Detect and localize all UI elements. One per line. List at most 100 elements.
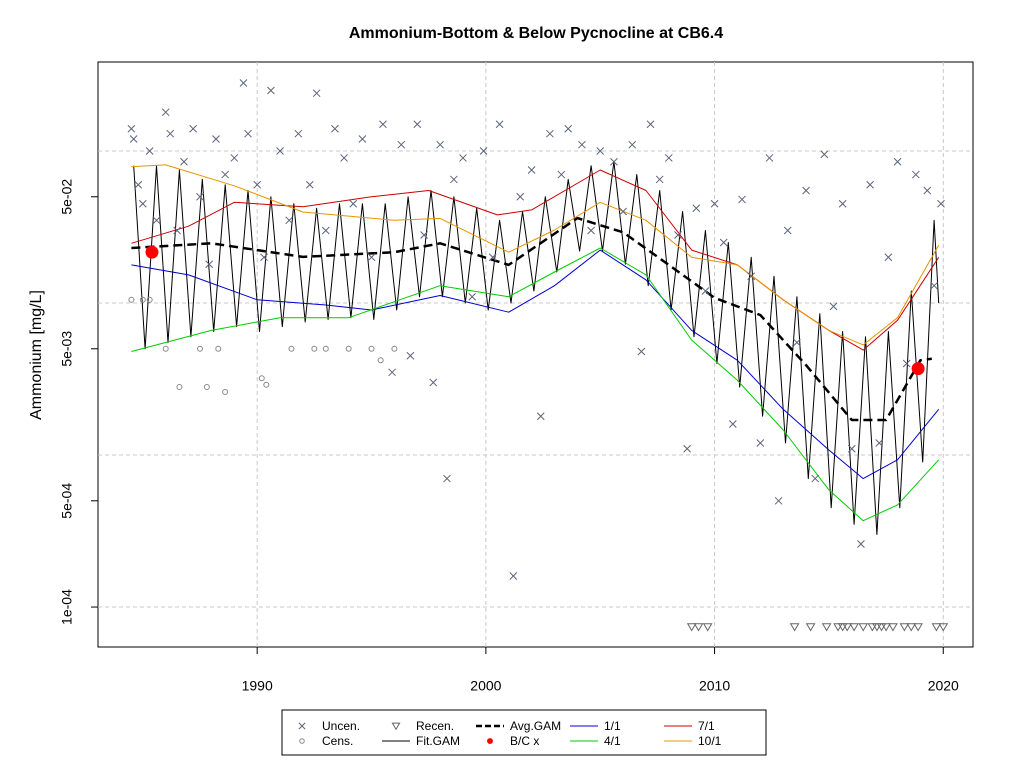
recensored-point (686, 623, 697, 632)
uncensored-point (811, 474, 820, 483)
uncensored-point (429, 378, 438, 387)
recensored-point (789, 623, 800, 632)
plot-frame (97, 61, 974, 648)
uncensored-point (276, 147, 284, 155)
uncensored-point (321, 226, 330, 235)
series-line (131, 247, 940, 522)
uncensored-point (509, 572, 518, 580)
uncensored-point (596, 147, 605, 155)
censored-point (139, 296, 146, 303)
uncensored-point (619, 207, 627, 216)
uncensored-point (436, 140, 444, 149)
recensored-point (702, 623, 713, 632)
legend-label: 10/1 (698, 734, 722, 748)
uncensored-point (719, 238, 728, 247)
uncensored-point (134, 180, 143, 189)
uncensored-point (267, 86, 275, 95)
uncensored-point (331, 124, 339, 133)
y-tick-label: 5e-03 (59, 331, 75, 367)
legend-label: Uncen. (322, 719, 360, 733)
legend-label: 4/1 (604, 734, 621, 748)
uncensored-point (646, 120, 655, 129)
uncensored-point (298, 722, 306, 730)
uncensored-point (875, 439, 884, 447)
uncensored-point (260, 253, 268, 262)
uncensored-point (166, 129, 175, 138)
uncensored-point (930, 281, 938, 290)
uncensored-point (738, 195, 746, 204)
uncensored-point (358, 135, 367, 143)
uncensored-point (180, 157, 188, 166)
uncensored-point (664, 154, 673, 162)
uncensored-point (857, 540, 865, 548)
uncensored-point (479, 147, 488, 155)
uncensored-point (388, 368, 396, 377)
uncensored-point (196, 192, 204, 201)
uncensored-point (349, 199, 358, 208)
censored-point (215, 345, 222, 352)
recensored-point (849, 623, 859, 632)
series-line (131, 169, 940, 351)
uncensored-point (587, 226, 595, 235)
legend-label: Fit.GAM (416, 734, 460, 748)
uncensored-point (488, 253, 497, 262)
legend-label: Recen. (416, 719, 454, 733)
censored-point (391, 345, 398, 352)
y-tick-label: 5e-02 (59, 179, 75, 215)
uncensored-point (923, 186, 932, 195)
recensored-point (938, 623, 949, 632)
uncensored-point (729, 420, 737, 428)
uncensored-point (610, 157, 618, 166)
legend-label: 7/1 (698, 719, 715, 733)
uncensored-point (628, 140, 637, 149)
censored-point (368, 345, 375, 352)
censored-point (146, 296, 153, 303)
censored-point (345, 345, 352, 352)
uncensored-point (239, 79, 248, 87)
x-tick-label: 1990 (242, 678, 273, 694)
censored-point (258, 375, 265, 382)
recensored-point (693, 623, 704, 632)
legend-label: Avg.GAM (510, 719, 561, 733)
censored-point (288, 345, 295, 352)
uncensored-point (244, 129, 252, 138)
censored-point (377, 357, 384, 364)
uncensored-point (406, 351, 415, 360)
uncensored-point (701, 287, 710, 295)
uncensored-point (516, 192, 525, 201)
uncensored-point (578, 140, 586, 149)
uncensored-point (173, 226, 181, 235)
recensored-point (881, 623, 891, 632)
recensored-point (906, 623, 917, 632)
legend-label: Cens. (322, 734, 353, 748)
uncensored-point (495, 120, 504, 129)
recensored-point (931, 623, 942, 632)
uncensored-point (793, 338, 801, 347)
uncensored-point (189, 124, 197, 133)
uncensored-point (527, 166, 536, 174)
censored-point (263, 381, 270, 388)
uncensored-point (253, 180, 262, 189)
uncensored-point (674, 231, 682, 239)
uncensored-point (212, 135, 220, 143)
uncensored-point (420, 231, 428, 239)
uncensored-point (765, 154, 774, 162)
plot-area (127, 79, 949, 632)
uncensored-point (692, 204, 701, 213)
uncensored-point (802, 186, 810, 195)
uncensored-point (536, 412, 545, 421)
series-line (131, 249, 940, 480)
uncensored-point (397, 140, 406, 149)
uncensored-point (230, 154, 239, 162)
uncensored-point (884, 253, 893, 262)
uncensored-point (221, 170, 230, 179)
uncensored-point (820, 150, 829, 159)
recensored-point (913, 623, 923, 632)
censored-point (322, 345, 329, 352)
censored-point (128, 296, 135, 303)
uncensored-point (829, 302, 838, 311)
recensored-point (888, 623, 898, 632)
bc-point (487, 738, 493, 744)
